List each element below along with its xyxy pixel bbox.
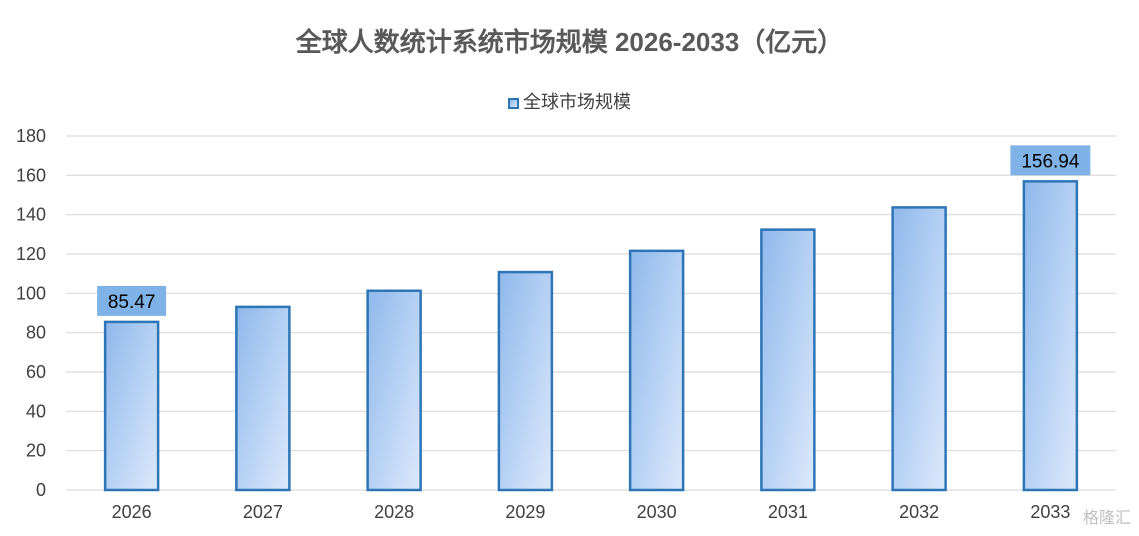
x-tick-label: 2029: [505, 502, 545, 522]
y-tick-label: 120: [16, 244, 46, 264]
chart-title: 全球人数统计系统市场规模 2026-2033（亿元）: [295, 27, 844, 57]
x-tick-label: 2031: [768, 502, 808, 522]
bar-2027: [235, 305, 291, 492]
bar-2031: [760, 228, 816, 492]
legend: 全球市场规模: [0, 88, 1139, 114]
legend-swatch: [508, 97, 519, 109]
legend-label: 全球市场规模: [523, 92, 631, 112]
x-tick-label: 2027: [243, 502, 283, 522]
data-label-box: [1010, 145, 1091, 176]
bar-2026: [103, 320, 160, 492]
y-tick-label: 180: [16, 126, 46, 146]
y-tick-label: 40: [26, 401, 46, 421]
y-tick-label: 140: [16, 205, 46, 225]
watermark: 格隆汇: [1082, 510, 1131, 527]
bar-2033: [1022, 180, 1079, 492]
y-tick-label: 100: [16, 283, 46, 303]
bar-2030: [628, 249, 685, 492]
x-tick-label: 2032: [899, 502, 939, 522]
y-tick-label: 20: [26, 441, 46, 461]
y-tick-label: 160: [16, 165, 46, 185]
bar-2028: [366, 289, 422, 492]
y-tick-label: 0: [36, 480, 46, 500]
bar-2032: [891, 206, 947, 492]
x-tick-label: 2033: [1030, 502, 1070, 522]
y-tick-label: 80: [26, 323, 46, 343]
x-tick-label: 2028: [374, 502, 414, 522]
x-tick-label: 2030: [637, 502, 677, 522]
data-label-box: [97, 285, 167, 316]
y-tick-label: 60: [26, 362, 46, 382]
x-tick-label: 2026: [112, 502, 152, 522]
data-label: 85.47: [108, 292, 156, 313]
bar-2029: [497, 270, 554, 492]
data-label: 156.94: [1021, 151, 1080, 172]
